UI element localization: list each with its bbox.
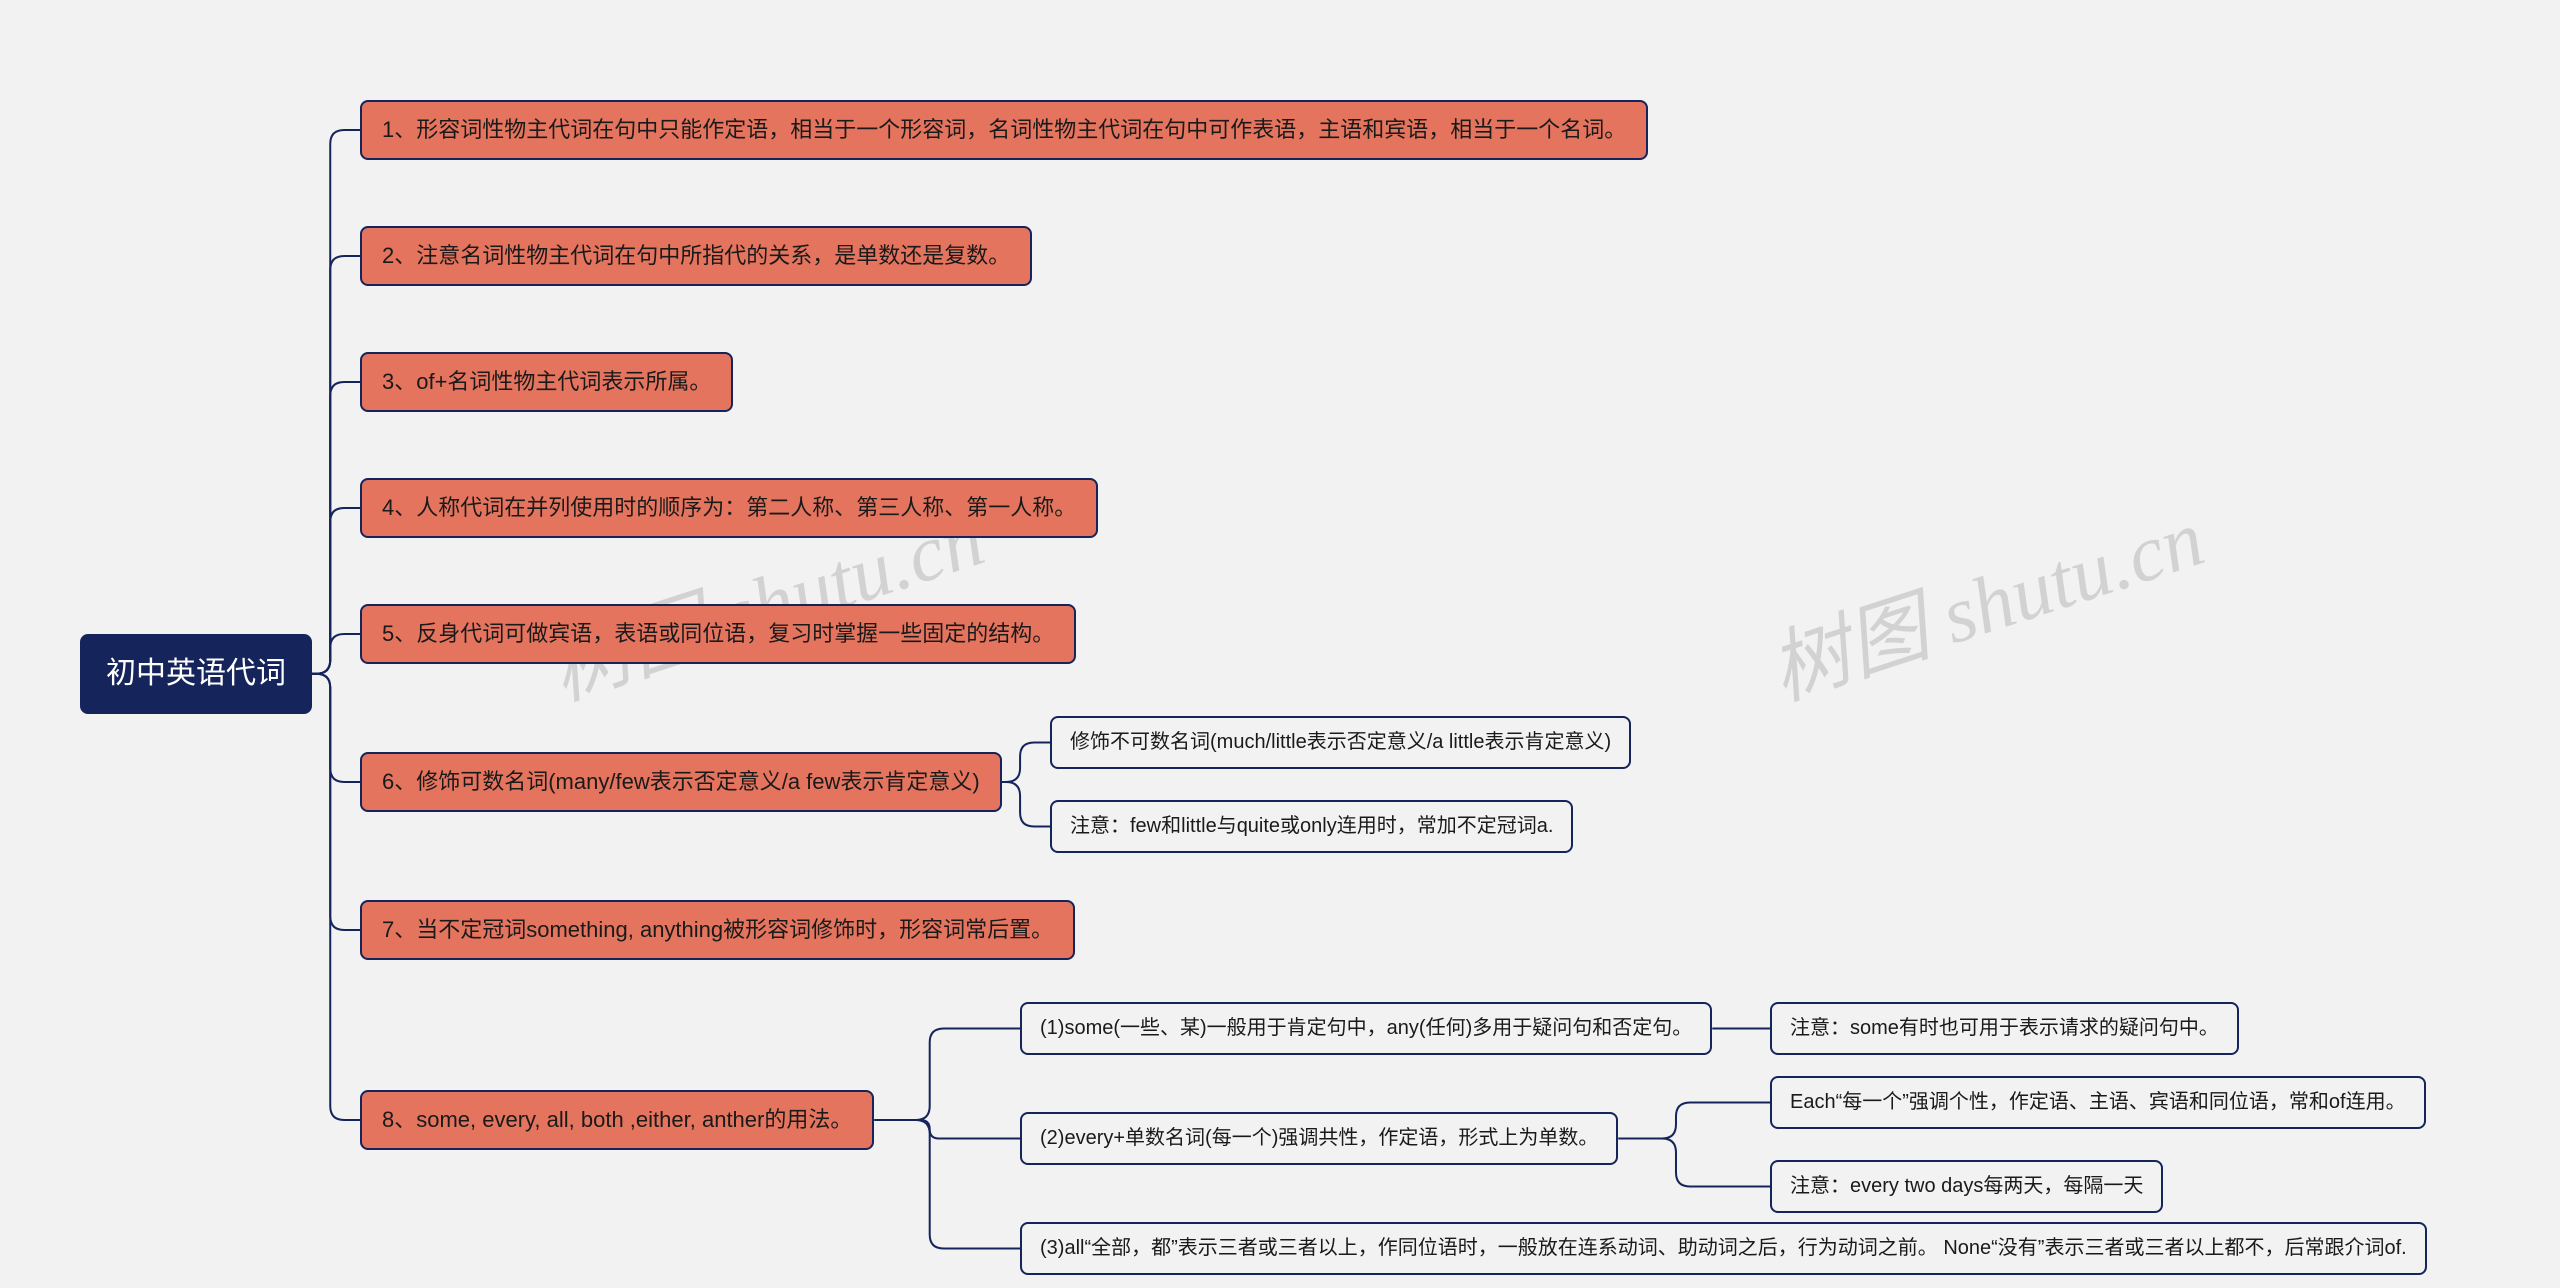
leaf-label: 注意：few和little与quite或only连用时，常加不定冠词a.: [1070, 815, 1553, 837]
leaf-node-8-2-a[interactable]: Each“每一个”强调个性，作定语、主语、宾语和同位语，常和of连用。: [1770, 1076, 2426, 1129]
root-node[interactable]: 初中英语代词: [80, 634, 312, 714]
branch-node-2[interactable]: 2、注意名词性物主代词在句中所指代的关系，是单数还是复数。: [360, 226, 1032, 286]
leaf-node-8-1[interactable]: (1)some(一些、某)一般用于肯定句中，any(任何)多用于疑问句和否定句。: [1020, 1002, 1712, 1055]
branch-node-4[interactable]: 4、人称代词在并列使用时的顺序为：第二人称、第三人称、第一人称。: [360, 478, 1098, 538]
branch-label: 3、of+名词性物主代词表示所属。: [382, 369, 711, 394]
branch-node-8[interactable]: 8、some, every, all, both ,either, anther…: [360, 1090, 874, 1150]
branch-label: 7、当不定冠词something, anything被形容词修饰时，形容词常后置…: [382, 917, 1053, 942]
branch-label: 1、形容词性物主代词在句中只能作定语，相当于一个形容词，名词性物主代词在句中可作…: [382, 117, 1626, 142]
leaf-node-6-1[interactable]: 修饰不可数名词(much/little表示否定意义/a little表示肯定意义…: [1050, 716, 1631, 769]
branch-node-1[interactable]: 1、形容词性物主代词在句中只能作定语，相当于一个形容词，名词性物主代词在句中可作…: [360, 100, 1648, 160]
branch-label: 4、人称代词在并列使用时的顺序为：第二人称、第三人称、第一人称。: [382, 495, 1076, 520]
branch-node-6[interactable]: 6、修饰可数名词(many/few表示否定意义/a few表示肯定意义): [360, 752, 1002, 812]
leaf-label: (3)all“全部，都”表示三者或三者以上，作同位语时，一般放在连系动词、助动词…: [1040, 1237, 2407, 1259]
branch-label: 2、注意名词性物主代词在句中所指代的关系，是单数还是复数。: [382, 243, 1010, 268]
root-label: 初中英语代词: [106, 657, 286, 690]
branch-label: 6、修饰可数名词(many/few表示否定意义/a few表示肯定意义): [382, 769, 980, 794]
leaf-label: 注意：every two days每两天，每隔一天: [1790, 1175, 2143, 1197]
leaf-label: Each“每一个”强调个性，作定语、主语、宾语和同位语，常和of连用。: [1790, 1091, 2406, 1113]
branch-node-7[interactable]: 7、当不定冠词something, anything被形容词修饰时，形容词常后置…: [360, 900, 1075, 960]
leaf-node-8-2[interactable]: (2)every+单数名词(每一个)强调共性，作定语，形式上为单数。: [1020, 1112, 1618, 1165]
branch-node-5[interactable]: 5、反身代词可做宾语，表语或同位语，复习时掌握一些固定的结构。: [360, 604, 1076, 664]
leaf-node-8-3[interactable]: (3)all“全部，都”表示三者或三者以上，作同位语时，一般放在连系动词、助动词…: [1020, 1222, 2427, 1275]
leaf-label: (1)some(一些、某)一般用于肯定句中，any(任何)多用于疑问句和否定句。: [1040, 1017, 1692, 1039]
branch-node-3[interactable]: 3、of+名词性物主代词表示所属。: [360, 352, 733, 412]
mindmap-canvas: 树图 shutu.cn 树图 shutu.cn 初中英语代词 1、形容词性物主代…: [0, 0, 2560, 1288]
branch-label: 8、some, every, all, both ,either, anther…: [382, 1107, 852, 1132]
leaf-node-8-2-b[interactable]: 注意：every two days每两天，每隔一天: [1770, 1160, 2163, 1213]
leaf-node-6-2[interactable]: 注意：few和little与quite或only连用时，常加不定冠词a.: [1050, 800, 1573, 853]
leaf-node-8-1-note[interactable]: 注意：some有时也可用于表示请求的疑问句中。: [1770, 1002, 2239, 1055]
branch-label: 5、反身代词可做宾语，表语或同位语，复习时掌握一些固定的结构。: [382, 621, 1054, 646]
leaf-label: 修饰不可数名词(much/little表示否定意义/a little表示肯定意义…: [1070, 731, 1611, 753]
leaf-label: 注意：some有时也可用于表示请求的疑问句中。: [1790, 1017, 2219, 1039]
watermark: 树图 shutu.cn: [1753, 473, 2216, 722]
leaf-label: (2)every+单数名词(每一个)强调共性，作定语，形式上为单数。: [1040, 1127, 1598, 1149]
watermark-text: 树图 shutu.cn: [1760, 494, 2214, 716]
